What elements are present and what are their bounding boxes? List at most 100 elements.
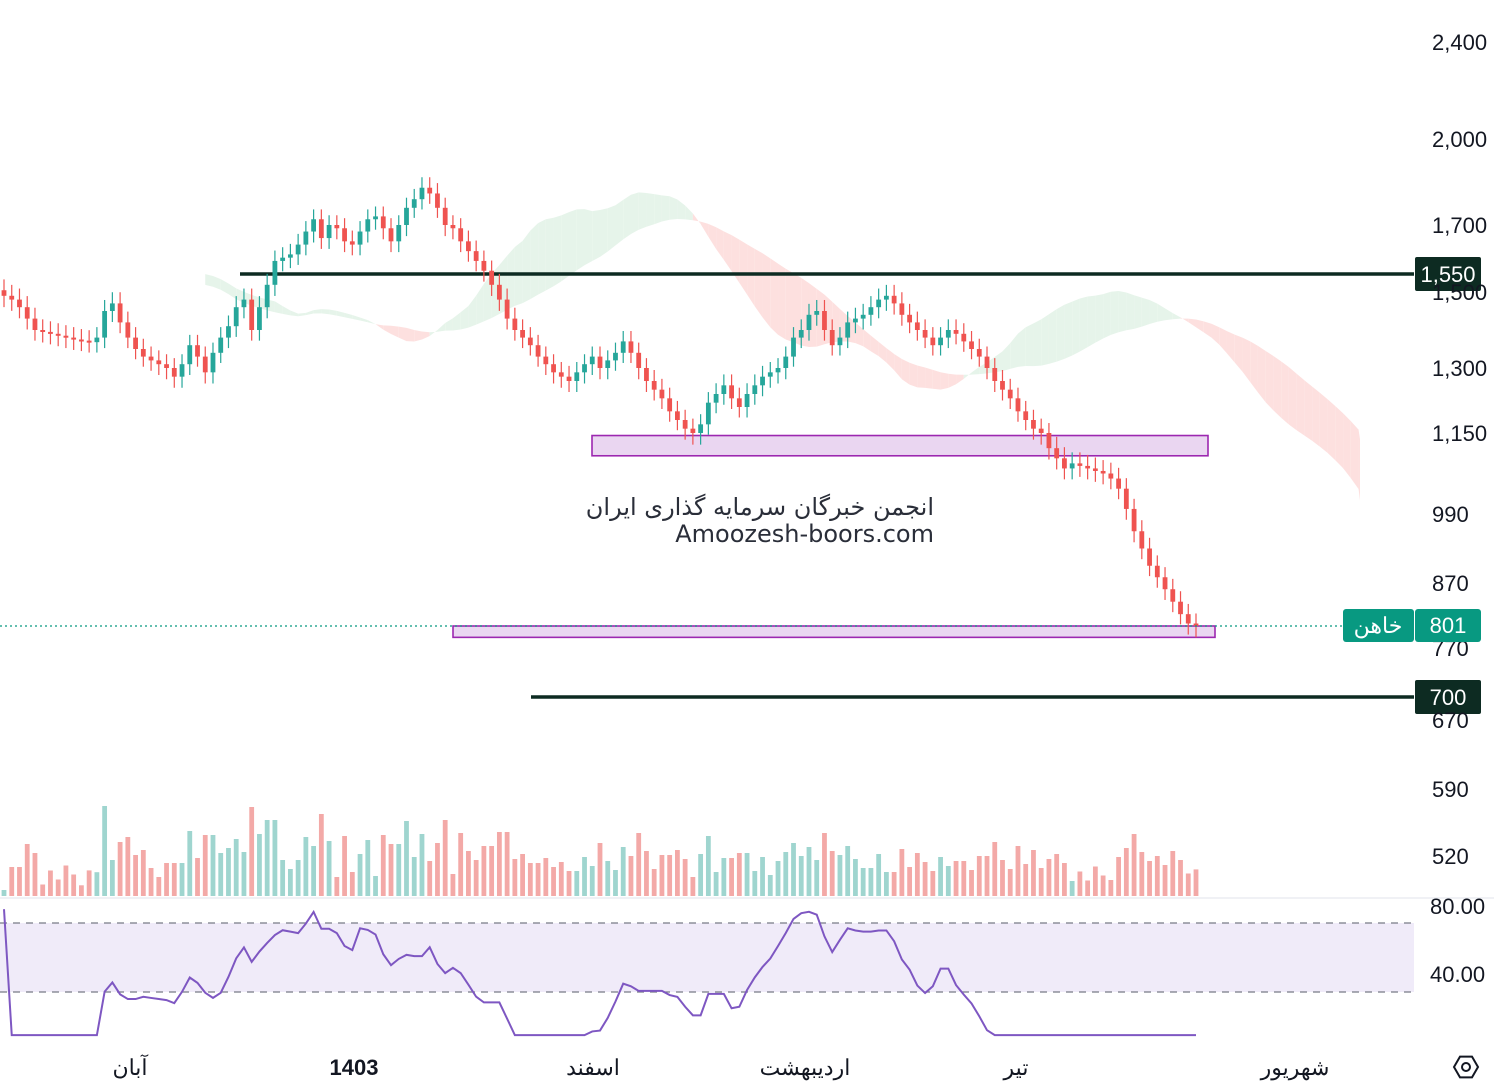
cloud-segment bbox=[1250, 341, 1258, 393]
cloud-segment bbox=[360, 317, 368, 323]
volume-bar bbox=[1185, 873, 1191, 896]
volume-bar bbox=[992, 842, 998, 896]
volume-bar bbox=[721, 858, 727, 896]
candle-body bbox=[945, 330, 951, 338]
candle-body bbox=[257, 307, 262, 330]
cloud-segment bbox=[445, 318, 453, 331]
horizontal-line-label: 700 bbox=[1430, 685, 1467, 710]
watermark-url: Amoozesh-boors.com bbox=[675, 520, 934, 548]
cloud-segment bbox=[421, 331, 430, 340]
candle-body bbox=[404, 207, 409, 225]
volume-bar bbox=[1100, 875, 1106, 896]
volume-bar bbox=[295, 860, 301, 896]
candle-body bbox=[729, 385, 734, 399]
candle-body bbox=[1193, 623, 1199, 626]
x-tick-label: تیر bbox=[1003, 1055, 1029, 1081]
candle-body bbox=[1023, 411, 1029, 420]
volume-bar bbox=[1031, 850, 1036, 896]
candle-body bbox=[1147, 548, 1152, 566]
volume-bar bbox=[969, 870, 974, 896]
candles bbox=[1, 177, 1199, 638]
support-zone[interactable] bbox=[452, 625, 1216, 639]
candle-body bbox=[806, 314, 812, 330]
candle-body bbox=[442, 207, 448, 225]
candle-body bbox=[326, 225, 332, 239]
cloud-segment bbox=[1234, 334, 1243, 372]
resistance-zone[interactable] bbox=[591, 434, 1209, 457]
candle-body bbox=[272, 260, 278, 285]
volume-bar bbox=[450, 874, 456, 896]
cloud-segment bbox=[723, 231, 732, 272]
volume-bar bbox=[853, 859, 858, 896]
candle-body bbox=[1062, 458, 1067, 469]
x-tick-label: 1403 bbox=[330, 1055, 379, 1080]
cloud-segment bbox=[870, 335, 879, 357]
volume-bar bbox=[1015, 846, 1021, 896]
candle-body bbox=[566, 376, 572, 381]
volume-bar bbox=[334, 877, 340, 896]
price-axis[interactable]: 2,4002,0001,7001,5001,3001,1509908707706… bbox=[1432, 30, 1487, 869]
y-tick-label: 870 bbox=[1432, 571, 1469, 596]
time-axis[interactable]: آبان 1403 اسفند اردیبهشت تیر شهریور bbox=[112, 1054, 1329, 1081]
y-tick-label: 990 bbox=[1432, 502, 1469, 527]
candle-body bbox=[318, 219, 324, 239]
volume-bar bbox=[543, 858, 549, 896]
volume-bar bbox=[1162, 865, 1168, 896]
candle-body bbox=[620, 341, 626, 353]
candle-body bbox=[543, 356, 549, 365]
cloud-segment bbox=[228, 283, 237, 300]
candle-body bbox=[1108, 473, 1114, 479]
volume-bar bbox=[1077, 871, 1083, 896]
volume-bar bbox=[512, 859, 518, 896]
candle-body bbox=[504, 299, 510, 319]
volume-bar bbox=[589, 866, 595, 896]
symbol-badge-label: خاهن bbox=[1354, 613, 1403, 639]
candle-body bbox=[1007, 389, 1013, 399]
cloud-segment bbox=[1343, 413, 1351, 479]
candle-body bbox=[17, 299, 22, 308]
candle-body bbox=[814, 311, 820, 315]
candle-body bbox=[953, 330, 959, 334]
candle-body bbox=[899, 303, 905, 315]
cloud-segment bbox=[530, 223, 539, 300]
volume-bar bbox=[1000, 860, 1005, 896]
volume-bar bbox=[1, 890, 7, 896]
candle-body bbox=[55, 333, 61, 336]
cloud-segment bbox=[692, 213, 701, 224]
cloud-segment bbox=[1141, 297, 1150, 327]
volume-bar bbox=[876, 854, 882, 896]
horizontal-lines[interactable]: 1,550 700 bbox=[240, 257, 1481, 714]
cloud-segment bbox=[623, 194, 631, 240]
candle-body bbox=[636, 352, 642, 368]
candle-body bbox=[435, 193, 440, 208]
candle-body bbox=[342, 228, 347, 242]
volume-bar bbox=[272, 820, 278, 896]
volume-bar bbox=[667, 855, 673, 896]
volume-bar bbox=[597, 843, 603, 896]
cloud-segment bbox=[452, 312, 461, 331]
volume-bar bbox=[1131, 834, 1137, 896]
candle-body bbox=[133, 337, 138, 349]
volume-bar bbox=[125, 837, 131, 896]
cloud-segment bbox=[522, 230, 531, 304]
cloud-segment bbox=[321, 309, 330, 315]
candle-body bbox=[736, 398, 742, 407]
candle-body bbox=[156, 360, 162, 365]
cloud-segment bbox=[785, 268, 794, 343]
candle-body bbox=[783, 356, 789, 368]
candle-body bbox=[411, 199, 417, 208]
volume-bar bbox=[837, 855, 843, 896]
cloud-segment bbox=[661, 195, 670, 222]
cloud-segment bbox=[367, 320, 376, 325]
cloud-segment bbox=[708, 223, 717, 249]
volume-bar bbox=[636, 833, 642, 896]
hexagon-settings-icon[interactable] bbox=[1452, 1055, 1480, 1079]
volume-bar bbox=[55, 879, 61, 896]
cloud-segment bbox=[1095, 294, 1104, 343]
volume-bar bbox=[520, 854, 525, 896]
cloud-segment bbox=[220, 279, 229, 295]
price-zones[interactable] bbox=[452, 434, 1216, 639]
candle-body bbox=[589, 356, 595, 365]
volume-bar bbox=[311, 846, 317, 896]
